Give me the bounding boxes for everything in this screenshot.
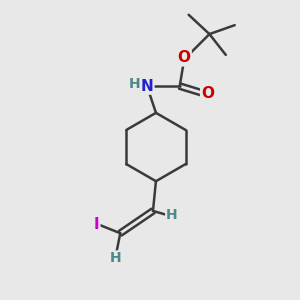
Text: H: H (110, 251, 122, 266)
Text: H: H (129, 77, 140, 91)
Text: H: H (166, 208, 178, 222)
Text: N: N (141, 79, 153, 94)
Text: O: O (201, 86, 214, 101)
Text: O: O (178, 50, 191, 65)
Text: I: I (94, 217, 99, 232)
